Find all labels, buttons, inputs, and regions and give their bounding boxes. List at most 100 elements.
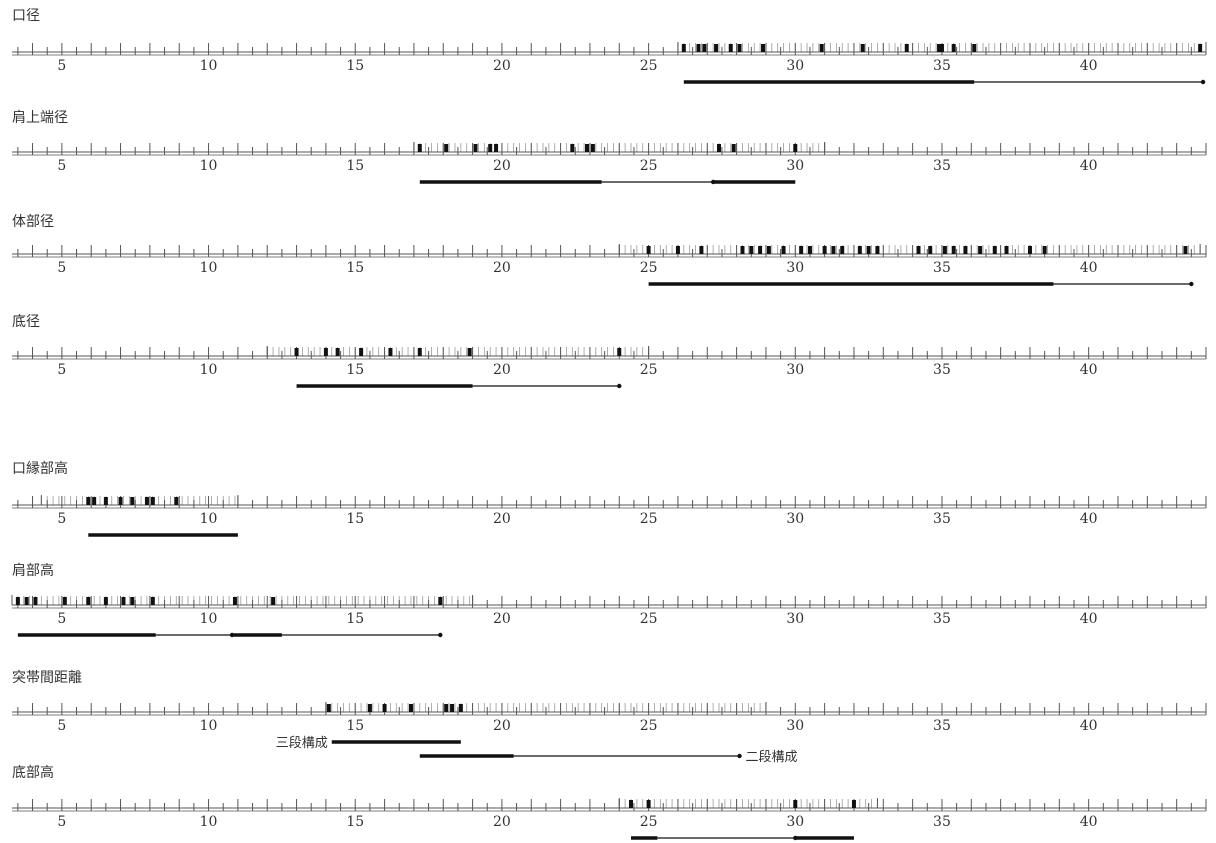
observation-mark — [793, 800, 798, 808]
observation-mark — [696, 44, 701, 52]
tick-label: 15 — [346, 58, 364, 74]
tick-label: 25 — [640, 362, 658, 378]
tick-label: 15 — [346, 158, 364, 174]
observation-mark — [438, 597, 443, 605]
shaded-range — [618, 244, 1201, 254]
observation-mark — [799, 246, 804, 254]
tick-label: 30 — [786, 58, 804, 74]
tick-label: 20 — [493, 511, 511, 527]
tick-label: 10 — [200, 362, 218, 378]
observation-mark — [130, 597, 135, 605]
tick-label: 20 — [493, 362, 511, 378]
observation-mark — [737, 44, 742, 52]
tick-label: 25 — [640, 511, 658, 527]
observation-mark — [388, 348, 393, 356]
panel-title: 底径 — [12, 314, 40, 330]
observation-mark — [978, 246, 983, 254]
observation-mark — [1198, 44, 1203, 52]
range-end-dot — [617, 383, 622, 389]
tick-label: 25 — [640, 58, 658, 74]
observation-mark — [749, 246, 754, 254]
observation-mark — [875, 246, 880, 254]
observation-mark — [714, 44, 719, 52]
observation-mark — [174, 497, 179, 505]
observation-mark — [702, 44, 707, 52]
observation-mark — [951, 44, 956, 52]
tick-label: 5 — [57, 814, 66, 830]
tick-label: 25 — [640, 814, 658, 830]
range-label: 二段構成 — [746, 750, 798, 765]
tick-label: 15 — [346, 511, 364, 527]
tick-label: 15 — [346, 362, 364, 378]
panel-title: 底部高 — [12, 764, 54, 781]
observation-mark — [646, 800, 651, 808]
observation-mark — [857, 246, 862, 254]
tick-label: 20 — [493, 158, 511, 174]
observation-mark — [367, 704, 372, 712]
tick-label: 20 — [493, 718, 511, 734]
tick-label: 10 — [200, 511, 218, 527]
observation-mark — [942, 246, 947, 254]
observation-mark — [972, 44, 977, 52]
tick-label: 35 — [933, 611, 951, 627]
tick-label: 5 — [57, 511, 66, 527]
observation-mark — [904, 44, 909, 52]
shaded-range — [618, 798, 878, 808]
tick-label: 10 — [200, 58, 218, 74]
observation-mark — [450, 704, 455, 712]
tick-label: 30 — [786, 718, 804, 734]
observation-mark — [408, 704, 413, 712]
tick-label: 10 — [200, 260, 218, 276]
tick-label: 35 — [933, 158, 951, 174]
tick-label: 40 — [1080, 158, 1098, 174]
tick-label: 5 — [57, 611, 66, 627]
panel-title: 口縁部高 — [12, 460, 68, 477]
tick-label: 25 — [640, 611, 658, 627]
observation-mark — [86, 497, 91, 505]
observation-mark — [1042, 246, 1047, 254]
shaded-range — [40, 495, 239, 505]
shaded-range — [11, 595, 474, 605]
observation-mark — [584, 144, 589, 152]
observation-mark — [699, 246, 704, 254]
tick-label: 10 — [200, 611, 218, 627]
observation-mark — [717, 144, 722, 152]
tick-label: 40 — [1080, 362, 1098, 378]
range-label: 三段構成 — [276, 736, 328, 751]
observation-mark — [819, 44, 824, 52]
observation-mark — [629, 800, 634, 808]
observation-mark — [1183, 246, 1188, 254]
observation-mark — [444, 144, 449, 152]
observation-mark — [33, 597, 38, 605]
range-end-dot — [1200, 79, 1206, 85]
tick-label: 35 — [933, 58, 951, 74]
observation-mark — [840, 246, 845, 254]
tick-label: 40 — [1080, 511, 1098, 527]
observation-mark — [831, 246, 836, 254]
observation-mark — [86, 597, 91, 605]
tick-label: 40 — [1080, 718, 1098, 734]
panel-title: 肩上端径 — [12, 110, 68, 126]
panel-title: 体部径 — [12, 214, 54, 230]
observation-mark — [866, 246, 871, 254]
observation-mark — [92, 497, 97, 505]
tick-label: 5 — [57, 718, 66, 734]
observation-mark — [939, 44, 944, 52]
panel-0: 口径 5 10 15 20 25 30 35 40 — [12, 8, 1207, 85]
observation-mark — [130, 497, 135, 505]
observation-mark — [675, 246, 680, 254]
tick-label: 25 — [640, 718, 658, 734]
observation-mark — [488, 144, 493, 152]
observation-mark — [15, 597, 20, 605]
tick-label: 30 — [786, 814, 804, 830]
tick-label: 25 — [640, 260, 658, 276]
tick-label: 5 — [57, 58, 66, 74]
tick-label: 15 — [346, 611, 364, 627]
observation-mark — [150, 497, 155, 505]
tick-label: 35 — [933, 718, 951, 734]
observation-mark — [458, 704, 463, 712]
panel-title: 肩部高 — [12, 562, 54, 579]
observation-mark — [121, 597, 126, 605]
panel-3: 底径 5 10 15 20 25 30 35 40 — [12, 314, 1207, 389]
tick-label: 5 — [57, 260, 66, 276]
